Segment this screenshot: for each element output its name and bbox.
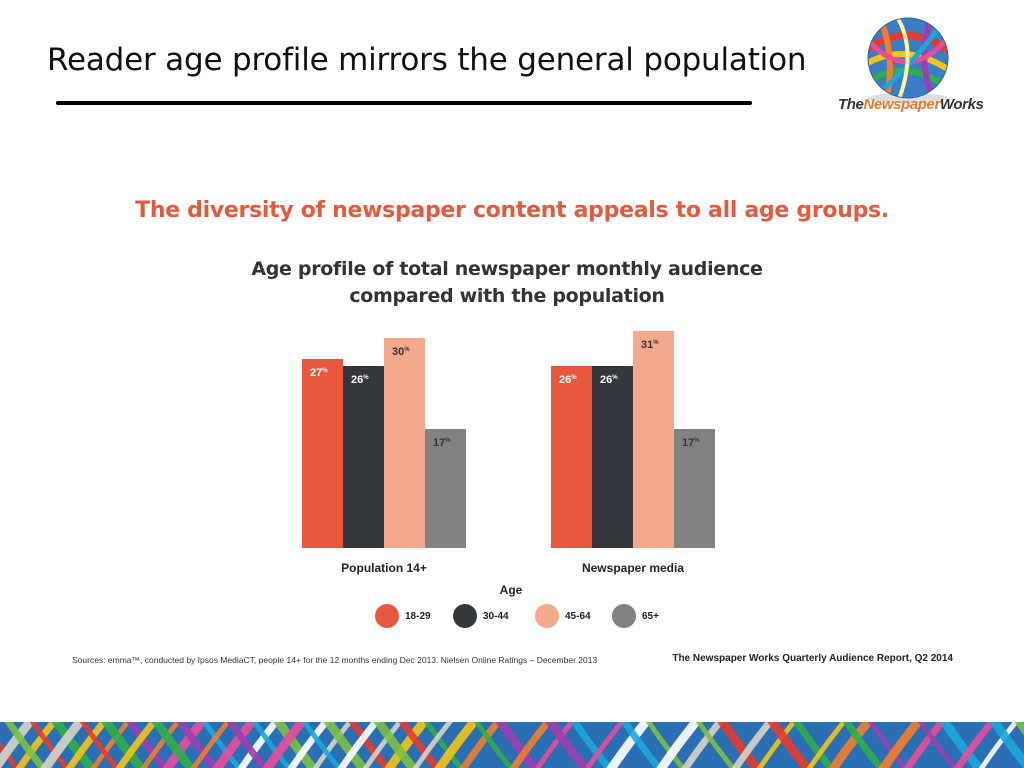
title-underline [56, 101, 752, 105]
bar-45-64-0 [384, 338, 425, 548]
bar-65+-1 [674, 429, 715, 548]
bar-30-44-0 [343, 366, 384, 548]
chart-title-line-1: Age profile of total newspaper monthly a… [251, 258, 763, 280]
legend-label-65+: 65+ [642, 611, 659, 622]
rubber-band-ball-logo-icon [867, 17, 949, 103]
legend-swatch-65+ [612, 604, 636, 628]
sources-note: Sources: emma™, conducted by Ipsos Media… [72, 655, 598, 665]
bar-18-29-0 [302, 359, 343, 548]
bar-30-44-1 [592, 366, 633, 548]
category-label: Population 14+ [341, 561, 427, 575]
slide-title: Reader age profile mirrors the general p… [47, 42, 807, 78]
logo-wordmark-newspaper: Newspaper [863, 96, 940, 113]
legend-label-18-29: 18-29 [405, 611, 431, 622]
bar-65+-0 [425, 429, 466, 548]
category-label: Newspaper media [582, 561, 684, 575]
bar-45-64-1 [633, 331, 674, 548]
legend-swatch-18-29 [375, 604, 399, 628]
logo-wordmark-works: Works [939, 96, 984, 113]
bar-18-29-1 [551, 366, 592, 548]
rubber-band-decorative-strip [0, 722, 1024, 768]
legend-label-30-44: 30-44 [483, 611, 509, 622]
logo-wordmark: TheNewspaperWorks [838, 96, 998, 113]
chart-title-line-2: compared with the population [349, 285, 665, 307]
chart-title: Age profile of total newspaper monthly a… [0, 256, 1014, 310]
legend-swatch-45-64 [535, 604, 559, 628]
legend-swatch-30-44 [453, 604, 477, 628]
x-axis-title: Age [500, 583, 523, 597]
report-citation: The Newspaper Works Quarterly Audience R… [672, 653, 953, 664]
infographic-headline: The diversity of newspaper content appea… [135, 198, 889, 223]
legend-label-45-64: 45-64 [565, 611, 591, 622]
logo-wordmark-the: The [838, 96, 864, 113]
